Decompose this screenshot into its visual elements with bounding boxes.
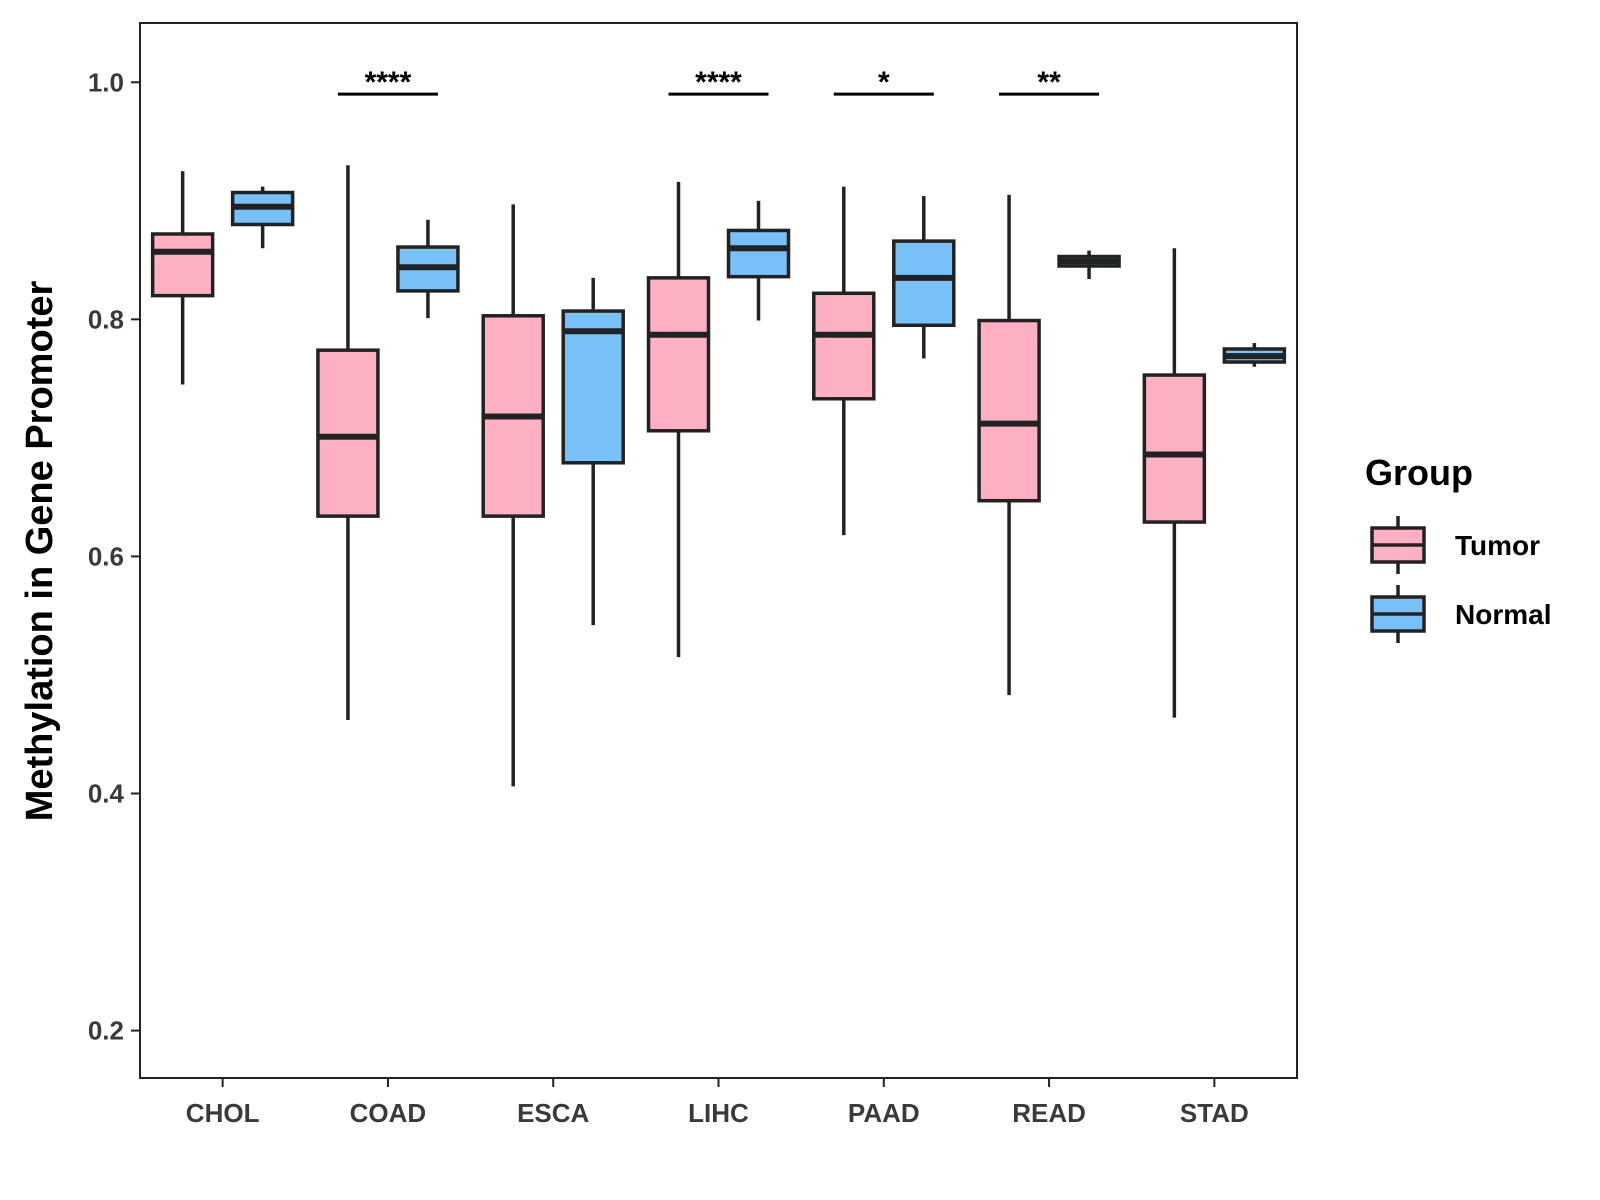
x-axis: CHOL COAD ESCA LIHC PAAD READ STAD <box>186 1078 1249 1128</box>
box-normal-esca <box>561 277 625 626</box>
y-tick-label: 0.8 <box>88 304 124 334</box>
x-tick-label: CHOL <box>186 1098 260 1128</box>
x-tick-label: ESCA <box>517 1098 589 1128</box>
box-normal-lihc <box>726 200 791 321</box>
significance-label: ** <box>1037 66 1061 99</box>
box-tumor-lihc <box>646 181 711 658</box>
significance-label: * <box>878 66 890 99</box>
iqr-box <box>646 276 711 433</box>
box-tumor-paad <box>812 186 876 536</box>
iqr-box <box>726 228 791 279</box>
iqr-box <box>1142 373 1207 524</box>
x-tick-label: STAD <box>1180 1098 1249 1128</box>
plot-panel <box>139 22 1298 1079</box>
x-tick-label: LIHC <box>688 1098 749 1128</box>
iqr-box <box>561 309 625 465</box>
iqr-box <box>977 318 1041 503</box>
box-normal-coad <box>396 219 460 319</box>
box-normal-paad <box>892 196 956 359</box>
box-normal-chol <box>230 186 295 249</box>
box-tumor-chol <box>150 171 215 385</box>
y-tick-label: 0.6 <box>88 541 124 571</box>
y-axis-title: Methylation in Gene Promoter <box>19 281 61 822</box>
iqr-box <box>316 348 380 518</box>
legend-entry-normal: Normal <box>1370 585 1551 643</box>
box-normal-read <box>1057 250 1121 280</box>
box-series <box>150 165 1287 787</box>
y-axis: 0.2 0.4 0.6 0.8 1.0 <box>88 67 140 1046</box>
significance-annotations: **** **** * ** <box>337 66 1100 99</box>
iqr-box <box>150 232 215 298</box>
x-tick-label: COAD <box>350 1098 427 1128</box>
legend: Group Tumor Normal <box>1365 452 1551 643</box>
box-normal-stad <box>1222 343 1287 367</box>
x-tick-label: READ <box>1012 1098 1086 1128</box>
legend-entry-tumor: Tumor <box>1370 516 1540 574</box>
legend-label: Tumor <box>1455 530 1540 561</box>
y-tick-label: 0.4 <box>88 779 125 809</box>
y-tick-label: 0.2 <box>88 1016 124 1046</box>
legend-label: Normal <box>1455 599 1551 630</box>
legend-title: Group <box>1365 452 1473 493</box>
box-tumor-read <box>977 194 1041 696</box>
iqr-box <box>892 239 956 328</box>
iqr-box <box>812 291 876 401</box>
x-tick-label: PAAD <box>848 1098 920 1128</box>
box-tumor-esca <box>481 204 545 787</box>
box-tumor-coad <box>316 165 380 721</box>
significance-label: **** <box>695 66 742 99</box>
y-tick-label: 1.0 <box>88 67 124 97</box>
box-tumor-stad <box>1142 248 1207 718</box>
significance-label: **** <box>365 66 412 99</box>
